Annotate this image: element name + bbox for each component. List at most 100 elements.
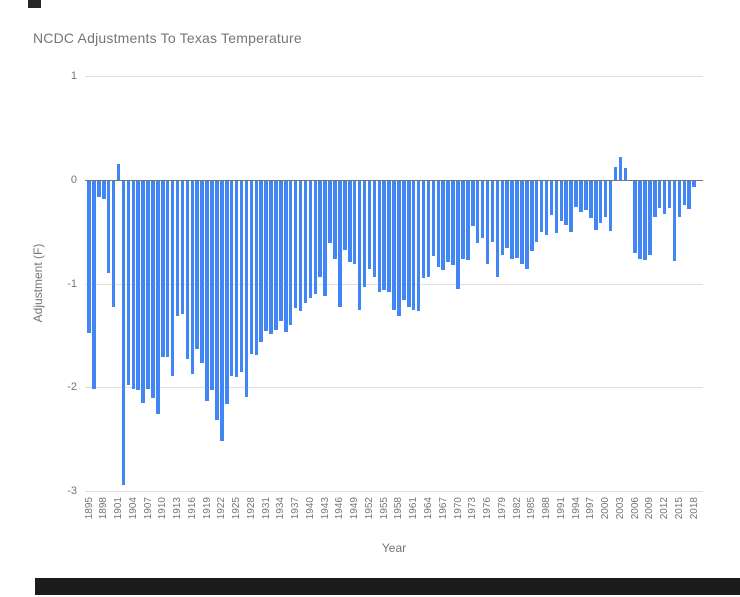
bar-1910: [161, 180, 165, 358]
bar-1985: [530, 180, 534, 252]
y-axis-title: Adjustment (F): [31, 243, 45, 323]
x-tick-1934: 1934: [275, 497, 287, 520]
bar-1992: [564, 180, 568, 226]
x-tick-1955: 1955: [378, 497, 390, 520]
x-tick-1946: 1946: [334, 497, 346, 520]
y-tick--2: -2: [67, 381, 77, 393]
x-tick-1952: 1952: [363, 497, 375, 520]
bar-1976: [485, 180, 490, 264]
bar-2017: [687, 180, 691, 209]
bar-1947: [343, 180, 347, 251]
bar-1986: [534, 180, 539, 242]
bar-1952: [367, 180, 372, 269]
bar-1933: [274, 180, 278, 331]
bar-1937: [293, 180, 298, 309]
bar-1965: [431, 180, 436, 257]
bar-1925: [234, 180, 239, 377]
bar-1927: [244, 180, 249, 397]
x-tick-1961: 1961: [408, 497, 420, 520]
bar-2010: [653, 180, 657, 218]
bar-1942: [318, 180, 322, 278]
bar-2001: [608, 180, 613, 231]
x-tick-1898: 1898: [98, 497, 110, 520]
bar-1950: [357, 180, 362, 311]
x-tick-1979: 1979: [496, 497, 508, 520]
bar-1948: [348, 180, 352, 262]
bar-1921: [215, 180, 219, 421]
bar-1909: [156, 180, 160, 415]
y-tick-1: 1: [70, 70, 77, 82]
x-tick-1970: 1970: [452, 497, 464, 520]
bar-1953: [372, 180, 377, 278]
x-tick-1937: 1937: [290, 497, 302, 520]
x-tick-1940: 1940: [304, 497, 316, 520]
bar-1999: [598, 180, 603, 224]
x-tick-1910: 1910: [157, 497, 169, 520]
y-tick-0: 0: [70, 174, 77, 186]
bar-1938: [298, 180, 303, 312]
x-tick-1973: 1973: [467, 497, 479, 520]
bar-2003: [618, 156, 623, 180]
bar-1898: [102, 180, 106, 200]
window-edge-artifact-bottom: [35, 578, 740, 595]
bar-1911: [165, 180, 170, 358]
bar-1963: [421, 180, 426, 279]
zero-baseline: [85, 180, 703, 181]
bar-1972: [466, 180, 470, 260]
bar-1964: [426, 180, 431, 278]
bar-1946: [338, 180, 342, 308]
bar-1918: [200, 180, 204, 364]
bar-1917: [195, 180, 199, 349]
x-tick-1928: 1928: [245, 497, 257, 520]
bar-1944: [328, 180, 332, 243]
bar-1967: [441, 180, 445, 270]
x-tick-2003: 2003: [614, 497, 626, 520]
bar-1914: [180, 180, 185, 314]
bar-1983: [520, 180, 524, 264]
bar-2016: [682, 180, 687, 205]
bar-1930: [259, 180, 263, 342]
x-tick-1991: 1991: [555, 497, 567, 520]
x-tick-1922: 1922: [216, 497, 228, 520]
bar-1988: [544, 180, 549, 235]
bar-1987: [539, 180, 544, 232]
bar-1960: [407, 180, 411, 308]
gridline--2: [85, 387, 703, 388]
x-tick-1943: 1943: [319, 497, 331, 520]
bar-2007: [638, 180, 642, 259]
bar-1973: [471, 180, 475, 227]
bar-1902: [121, 180, 126, 485]
bar-1905: [136, 180, 140, 391]
bar-1994: [574, 180, 578, 207]
bar-2004: [623, 168, 628, 180]
bar-1934: [279, 180, 283, 321]
bar-1912: [170, 180, 175, 376]
x-tick-1994: 1994: [570, 497, 582, 520]
bar-1975: [480, 180, 485, 238]
x-tick-1964: 1964: [422, 497, 434, 520]
bar-1993: [569, 180, 573, 232]
bar-2008: [643, 180, 647, 260]
bar-1906: [141, 180, 145, 403]
bar-1913: [175, 180, 180, 316]
bar-1923: [225, 180, 229, 404]
bar-1920: [210, 180, 214, 391]
bar-1977: [490, 180, 495, 242]
x-axis-title: Year: [381, 541, 407, 555]
x-tick-1907: 1907: [142, 497, 154, 520]
bar-1961: [411, 180, 416, 311]
x-tick-1988: 1988: [541, 497, 553, 520]
bar-1991: [559, 180, 564, 222]
bar-2009: [648, 180, 652, 256]
x-tick-2000: 2000: [600, 497, 612, 520]
bar-1962: [416, 180, 421, 312]
y-tick--3: -3: [67, 485, 77, 497]
bar-1939: [303, 180, 308, 304]
bar-2012: [662, 180, 667, 214]
bar-1984: [525, 180, 529, 269]
bar-2000: [603, 180, 608, 218]
bar-1924: [229, 180, 234, 376]
bar-1955: [382, 180, 386, 290]
bar-1935: [284, 180, 288, 333]
